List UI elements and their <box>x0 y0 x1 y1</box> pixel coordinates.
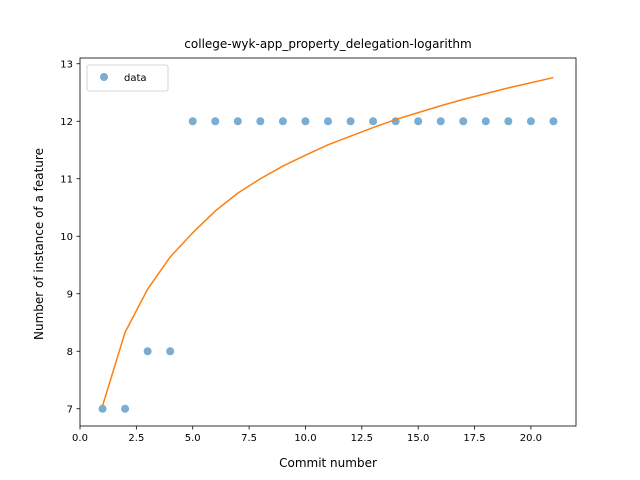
fit-line <box>101 76 554 407</box>
data-point <box>188 117 197 126</box>
data-point <box>526 117 535 126</box>
data-point <box>481 117 490 126</box>
legend-box <box>86 64 169 92</box>
y-axis-label: Number of instance of a feature <box>32 148 46 340</box>
data-point <box>436 117 445 126</box>
y-tick-label: 8 <box>67 347 73 358</box>
x-tick-label: 5.0 <box>185 433 201 444</box>
x-tick-label: 2.5 <box>128 433 144 444</box>
data-point <box>346 117 355 126</box>
legend-marker <box>100 73 108 81</box>
data-point <box>504 117 513 126</box>
chart-title: college-wyk-app_property_delegation-loga… <box>184 37 471 51</box>
data-point <box>459 117 468 126</box>
data-point <box>301 117 310 126</box>
data-point <box>98 404 107 413</box>
data-point <box>549 117 558 126</box>
legend: data <box>86 64 169 92</box>
x-tick-label: 12.5 <box>351 433 373 444</box>
data-point <box>233 117 242 126</box>
x-tick-label: 17.5 <box>463 433 485 444</box>
y-tick-label: 10 <box>60 232 73 243</box>
legend-label: data <box>124 73 147 84</box>
y-tick-label: 12 <box>60 117 73 128</box>
axes-frame <box>79 57 577 427</box>
x-tick-label: 15.0 <box>407 433 429 444</box>
x-tick-label: 10.0 <box>294 433 316 444</box>
x-tick-label: 0.0 <box>72 433 88 444</box>
y-tick-label: 7 <box>67 404 73 415</box>
data-point <box>414 117 423 126</box>
data-point <box>369 117 378 126</box>
data-point <box>211 117 220 126</box>
data-point <box>121 404 130 413</box>
data-point <box>324 117 332 126</box>
x-tick-label: 20.0 <box>520 433 542 444</box>
y-tick-label: 13 <box>60 59 73 70</box>
x-tick-label: 7.5 <box>241 433 257 444</box>
axes: 0.0 2.5 5.0 7.5 10.0 12.5 15.0 17.5 20.0 7 8 9 10 11 1… <box>60 57 577 444</box>
data-point <box>143 347 152 356</box>
plot-area <box>98 76 558 413</box>
y-tick-label: 11 <box>60 174 73 185</box>
data-point <box>278 117 287 126</box>
data-point <box>256 117 265 126</box>
y-tick-label: 9 <box>67 289 73 300</box>
x-axis-label: Commit number <box>279 456 377 470</box>
data-point <box>166 347 175 356</box>
